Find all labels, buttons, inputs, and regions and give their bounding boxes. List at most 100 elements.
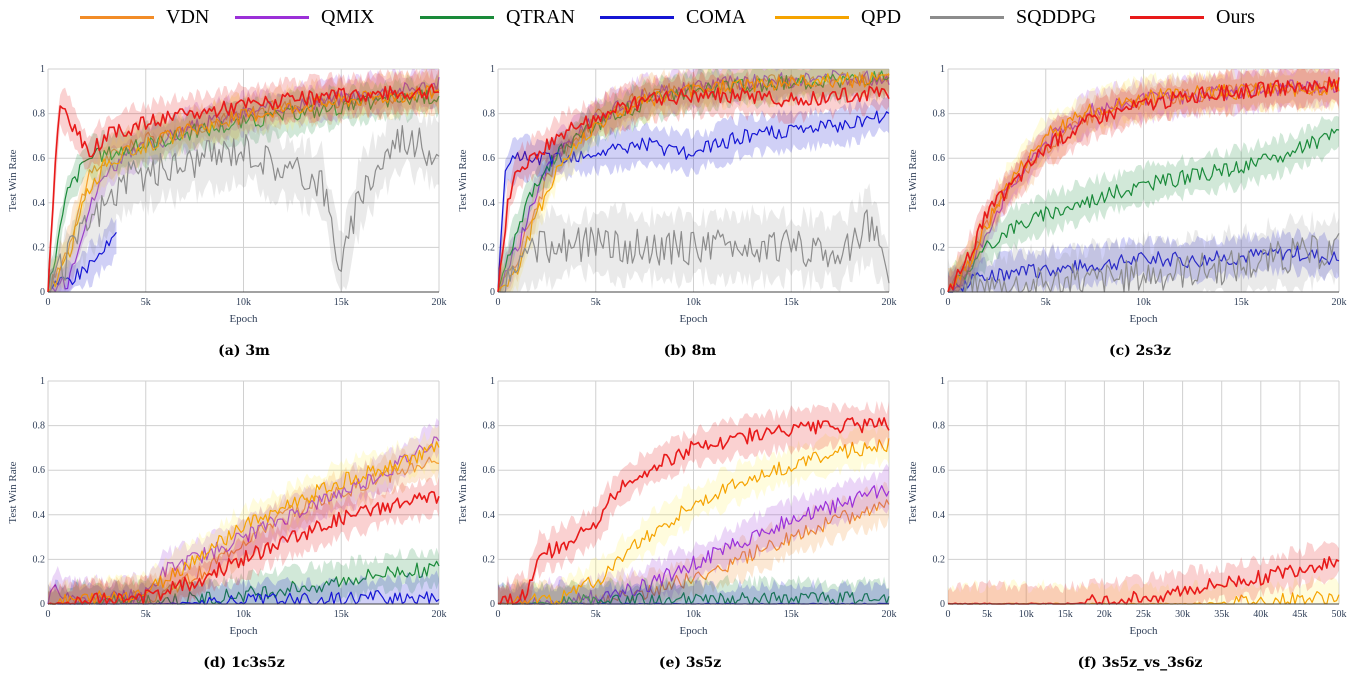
x-axis-label: Epoch [1129, 625, 1158, 637]
panel-caption: (a) 3m [218, 343, 270, 359]
x-tick-label: 0 [496, 609, 501, 620]
y-tick-label: 0 [940, 287, 945, 298]
y-tick-label: 0.6 [933, 153, 946, 164]
series-band [498, 94, 889, 292]
y-tick-label: 0.6 [33, 465, 46, 476]
x-tick-label: 20k [882, 297, 897, 308]
x-tick-label: 35k [1214, 609, 1229, 620]
series-line [497, 209, 890, 293]
y-tick-label: 0 [940, 599, 945, 610]
legend-label: Ours [1216, 5, 1255, 28]
y-axis-label: Test Win Rate [457, 149, 469, 211]
series-line [497, 71, 890, 293]
y-tick-label: 0.4 [933, 510, 946, 521]
series-line [948, 128, 1340, 293]
y-tick-label: 0.8 [33, 109, 46, 120]
series-band [48, 570, 439, 604]
series-band [498, 70, 889, 292]
panel-caption: (d) 1c3s5z [203, 655, 285, 671]
y-tick-label: 1 [490, 64, 495, 75]
series-band [948, 69, 1339, 292]
y-tick-label: 0 [40, 599, 45, 610]
x-tick-label: 15k [1234, 297, 1249, 308]
y-tick-label: 0.4 [33, 198, 46, 209]
y-tick-label: 0 [40, 287, 45, 298]
series-band [48, 425, 439, 604]
y-tick-label: 1 [940, 64, 945, 75]
x-tick-label: 5k [1041, 297, 1051, 308]
legend-item: COMA [600, 2, 746, 32]
panel-caption: (e) 3s5z [658, 655, 722, 671]
series-band [48, 69, 439, 292]
x-axis-label: Epoch [679, 625, 708, 637]
legend-label: QPD [861, 5, 902, 28]
series-band [48, 69, 439, 292]
series-line [497, 417, 890, 605]
y-tick-label: 0.8 [933, 109, 946, 120]
legend-swatch [1130, 15, 1204, 19]
y-tick-label: 0.8 [933, 421, 946, 432]
series-band [498, 422, 889, 604]
x-axis-label: Epoch [1129, 313, 1158, 325]
series-line [47, 436, 440, 605]
legend-swatch [775, 15, 849, 19]
series-line [497, 499, 890, 605]
x-axis-label: Epoch [229, 313, 258, 325]
panel-caption: (f) 3s5z_vs_3s6z [1077, 655, 1203, 671]
series-line [947, 80, 1340, 293]
y-tick-label: 0.6 [933, 465, 946, 476]
legend-swatch [235, 15, 309, 19]
y-axis-label: Test Win Rate [907, 461, 919, 523]
legend-item: VDN [80, 2, 209, 32]
x-tick-label: 0 [496, 297, 501, 308]
legend-swatch [930, 15, 1004, 19]
x-axis-label: Epoch [229, 625, 258, 637]
legend-item: QPD [775, 2, 901, 32]
x-tick-label: 10k [686, 609, 701, 620]
y-axis-label: Test Win Rate [7, 149, 19, 211]
x-tick-label: 10k [236, 297, 251, 308]
series-line [497, 85, 890, 293]
series-band [498, 400, 889, 604]
series-band [948, 115, 1339, 292]
x-tick-label: 5k [591, 297, 601, 308]
y-tick-label: 0.4 [33, 510, 46, 521]
legend-label: COMA [686, 5, 747, 28]
y-tick-label: 0 [490, 599, 495, 610]
series-band [498, 574, 889, 604]
y-tick-label: 0.2 [33, 242, 46, 253]
series-line [48, 124, 440, 293]
x-tick-label: 10k [686, 297, 701, 308]
series-line [498, 438, 890, 605]
x-tick-label: 40k [1253, 609, 1268, 620]
series-band [48, 418, 439, 604]
y-tick-label: 0.8 [483, 109, 496, 120]
panel-caption: (c) 2s3z [1109, 343, 1171, 359]
x-tick-label: 10k [236, 609, 251, 620]
y-tick-label: 1 [490, 376, 495, 387]
series-line [47, 560, 440, 605]
series-band [48, 476, 439, 604]
y-axis-label: Test Win Rate [457, 461, 469, 523]
chart-panel: 0 5k 10k 15k 20k 0 0.2 0.4 0.6 0.8 1 Epoch Test Win … [7, 64, 447, 325]
series-band [498, 183, 889, 292]
x-tick-label: 5k [141, 609, 151, 620]
x-tick-label: 10k [1136, 297, 1151, 308]
series-band [48, 69, 439, 292]
x-tick-label: 0 [946, 297, 951, 308]
x-tick-label: 45k [1292, 609, 1307, 620]
x-tick-label: 5k [982, 609, 992, 620]
x-tick-label: 5k [141, 297, 151, 308]
x-tick-label: 30k [1175, 609, 1190, 620]
y-axis-label: Test Win Rate [907, 149, 919, 211]
legend-item: SQDDPG [930, 2, 1096, 32]
legend-swatch [600, 15, 674, 19]
legend-label: SQDDPG [1016, 5, 1097, 28]
series-band [948, 228, 1339, 292]
y-tick-label: 0.2 [933, 554, 946, 565]
chart-panel: 0 5k 10k 15k 20k 0 0.2 0.4 0.6 0.8 1 Epoch Test Win … [457, 376, 897, 637]
y-tick-label: 0.6 [483, 465, 496, 476]
y-tick-label: 0.4 [483, 510, 496, 521]
series-line [47, 84, 440, 292]
chart-panel: 0 5k 10k 15k 20k 0 0.2 0.4 0.6 0.8 1 Epoch Test Win … [7, 376, 447, 637]
